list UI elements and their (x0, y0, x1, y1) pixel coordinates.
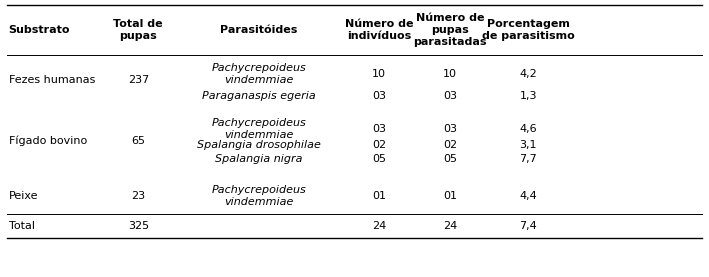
Text: 02: 02 (372, 140, 386, 150)
Text: 03: 03 (372, 91, 386, 101)
Text: 10: 10 (372, 69, 386, 79)
Text: Paraganaspis egeria: Paraganaspis egeria (202, 91, 316, 101)
Text: Porcentagem
de parasitismo: Porcentagem de parasitismo (482, 19, 574, 41)
Text: Total de
pupas: Total de pupas (113, 19, 163, 41)
Text: 05: 05 (443, 154, 457, 164)
Text: Peixe: Peixe (9, 191, 38, 201)
Text: 65: 65 (131, 136, 145, 146)
Text: 01: 01 (443, 191, 457, 201)
Text: 237: 237 (128, 75, 149, 85)
Text: 02: 02 (443, 140, 457, 150)
Text: 1,3: 1,3 (520, 91, 537, 101)
Text: Pachycrepoideus
vindemmiae: Pachycrepoideus vindemmiae (211, 118, 306, 140)
Text: Fígado bovino: Fígado bovino (9, 136, 86, 146)
Text: 23: 23 (131, 191, 145, 201)
Text: Número de
indivíduos: Número de indivíduos (345, 19, 413, 41)
Text: 10: 10 (443, 69, 457, 79)
Text: 24: 24 (372, 221, 386, 231)
Text: 01: 01 (372, 191, 386, 201)
Text: 03: 03 (443, 124, 457, 134)
Text: Fezes humanas: Fezes humanas (9, 75, 95, 85)
Text: Parasitóides: Parasitóides (220, 25, 298, 35)
Text: Total: Total (9, 221, 35, 231)
Text: 4,6: 4,6 (520, 124, 537, 134)
Text: Número de
pupas
parasitadas: Número de pupas parasitadas (413, 13, 487, 47)
Text: 03: 03 (372, 124, 386, 134)
Text: 24: 24 (443, 221, 457, 231)
Text: 3,1: 3,1 (520, 140, 537, 150)
Text: Substrato: Substrato (9, 25, 70, 35)
Text: 03: 03 (443, 91, 457, 101)
Text: Pachycrepoideus
vindemmiae: Pachycrepoideus vindemmiae (211, 185, 306, 207)
Text: 05: 05 (372, 154, 386, 164)
Text: Pachycrepoideus
vindemmiae: Pachycrepoideus vindemmiae (211, 63, 306, 85)
Text: 4,4: 4,4 (519, 191, 537, 201)
Text: Spalangia drosophilae: Spalangia drosophilae (197, 140, 320, 150)
Text: 325: 325 (128, 221, 149, 231)
Text: 7,7: 7,7 (519, 154, 537, 164)
Text: 4,2: 4,2 (519, 69, 537, 79)
Text: 7,4: 7,4 (519, 221, 537, 231)
Text: Spalangia nigra: Spalangia nigra (215, 154, 303, 164)
